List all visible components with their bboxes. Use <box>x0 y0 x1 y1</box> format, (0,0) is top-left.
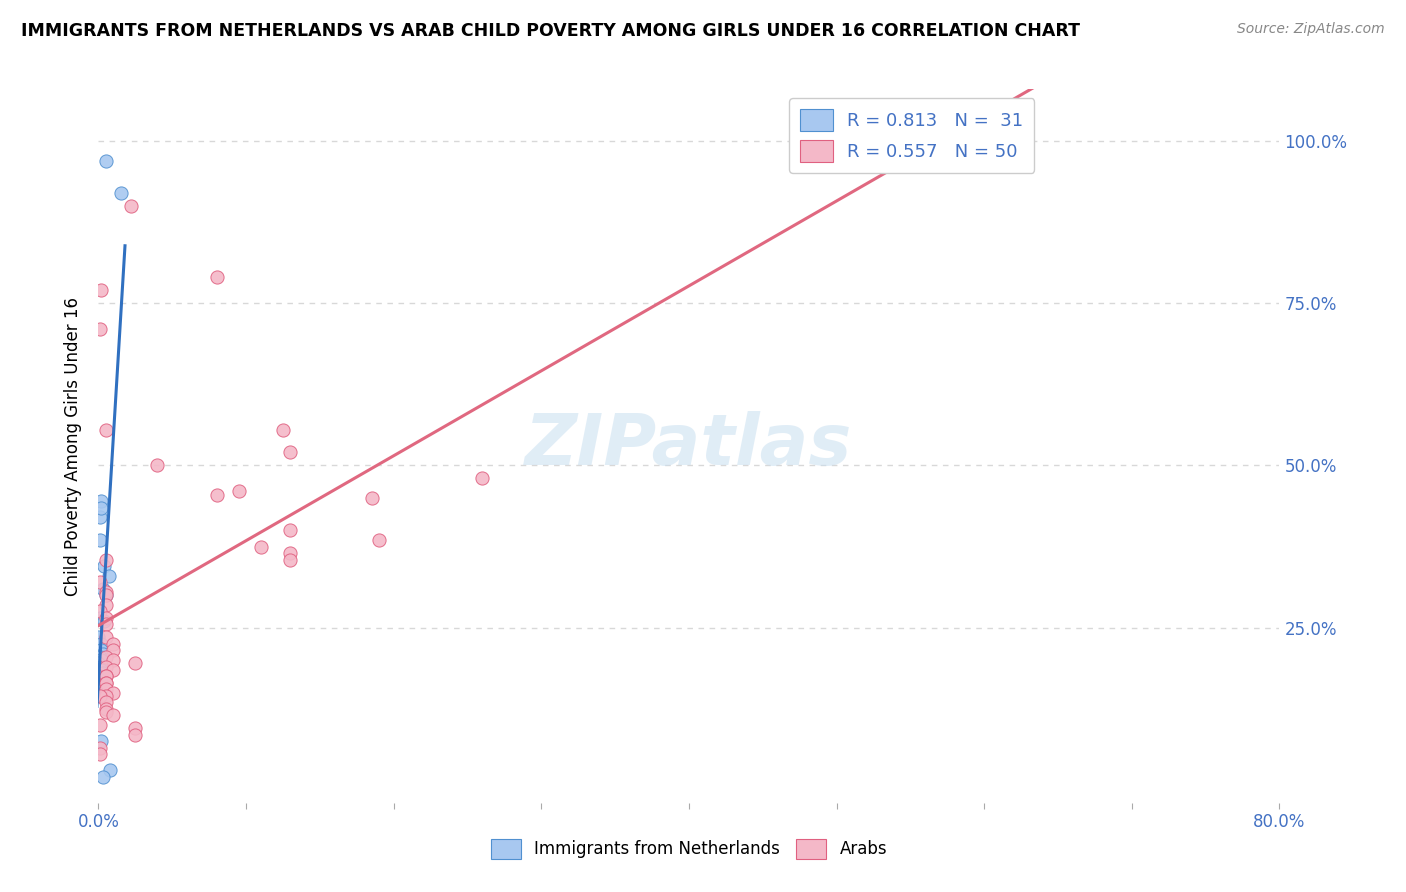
Point <box>120 199 142 213</box>
Point <box>91 770 114 784</box>
Point <box>87 657 110 671</box>
Point <box>93 614 115 628</box>
Point <box>90 283 112 297</box>
Point <box>90 494 112 508</box>
Point <box>89 611 111 625</box>
Point <box>94 689 117 703</box>
Point <box>205 270 228 285</box>
Y-axis label: Child Poverty Among Girls Under 16: Child Poverty Among Girls Under 16 <box>65 296 83 596</box>
Point <box>103 643 125 657</box>
Text: Source: ZipAtlas.com: Source: ZipAtlas.com <box>1237 22 1385 37</box>
Point <box>94 669 117 683</box>
Point <box>89 669 111 683</box>
Point <box>93 559 115 574</box>
Point <box>103 708 125 723</box>
Text: ZIPatlas: ZIPatlas <box>526 411 852 481</box>
Point <box>89 510 111 524</box>
Point <box>89 322 111 336</box>
Point <box>97 568 120 582</box>
Point <box>91 685 114 699</box>
Point <box>89 575 111 590</box>
Point <box>103 663 125 677</box>
Point <box>471 471 494 485</box>
Point <box>91 666 114 681</box>
Point <box>89 604 111 618</box>
Point <box>91 582 114 596</box>
Point <box>124 728 146 742</box>
Point <box>124 657 146 671</box>
Point <box>228 484 250 499</box>
Point <box>94 585 117 599</box>
Point <box>250 540 273 554</box>
Point <box>87 631 110 645</box>
Point <box>91 647 114 661</box>
Point <box>94 588 117 602</box>
Point <box>90 643 112 657</box>
Point <box>94 682 117 697</box>
Point <box>94 695 117 709</box>
Point <box>89 689 111 703</box>
Point <box>89 718 111 732</box>
Point <box>110 186 132 200</box>
Point <box>90 734 112 748</box>
Point <box>124 721 146 735</box>
Point <box>89 747 111 761</box>
Point <box>368 533 391 547</box>
Point <box>89 689 111 703</box>
Point <box>89 673 111 687</box>
Point <box>103 653 125 667</box>
Point <box>94 598 117 612</box>
Point <box>94 675 117 690</box>
Point <box>205 488 228 502</box>
Point <box>89 533 111 547</box>
Point <box>90 682 112 697</box>
Point <box>94 705 117 719</box>
Point <box>278 524 302 538</box>
Point <box>278 546 302 560</box>
Point <box>278 552 302 566</box>
Point <box>94 552 117 566</box>
Point <box>94 675 117 690</box>
Point <box>94 617 117 632</box>
Point <box>90 500 112 515</box>
Point <box>90 659 112 673</box>
Point <box>90 653 112 667</box>
Point <box>90 663 112 677</box>
Point <box>278 445 302 459</box>
Point <box>94 702 117 716</box>
Legend: Immigrants from Netherlands, Arabs: Immigrants from Netherlands, Arabs <box>484 832 894 866</box>
Point <box>94 588 117 602</box>
Point <box>146 458 169 473</box>
Point <box>94 153 117 168</box>
Point <box>90 675 112 690</box>
Point <box>94 649 117 664</box>
Point <box>271 423 294 437</box>
Text: IMMIGRANTS FROM NETHERLANDS VS ARAB CHILD POVERTY AMONG GIRLS UNDER 16 CORRELATI: IMMIGRANTS FROM NETHERLANDS VS ARAB CHIL… <box>21 22 1080 40</box>
Point <box>94 423 117 437</box>
Point <box>103 637 125 651</box>
Point <box>94 659 117 673</box>
Point <box>94 669 117 683</box>
Point <box>90 637 112 651</box>
Point <box>89 649 111 664</box>
Point <box>360 491 382 505</box>
Point <box>94 631 117 645</box>
Point <box>98 764 121 778</box>
Point <box>89 740 111 755</box>
Point <box>103 685 125 699</box>
Point <box>94 611 117 625</box>
